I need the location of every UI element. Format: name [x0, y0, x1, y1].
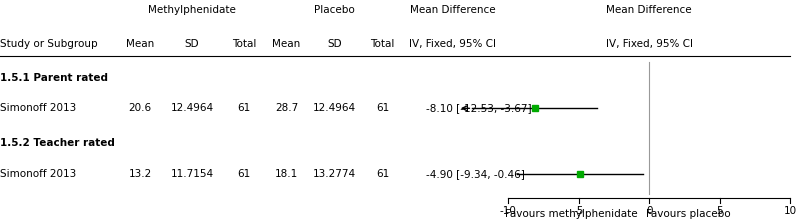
Text: Mean: Mean [126, 39, 154, 49]
Text: 18.1: 18.1 [274, 169, 298, 179]
Text: 0: 0 [646, 206, 653, 216]
Text: 61: 61 [376, 103, 389, 113]
Text: 61: 61 [238, 169, 250, 179]
Text: 1.5.2 Teacher rated: 1.5.2 Teacher rated [0, 138, 115, 148]
Text: Favours placebo: Favours placebo [646, 209, 731, 219]
Text: 11.7154: 11.7154 [170, 169, 214, 179]
Text: Study or Subgroup: Study or Subgroup [0, 39, 98, 49]
Text: -10: -10 [499, 206, 517, 216]
Text: 61: 61 [238, 103, 250, 113]
Text: IV, Fixed, 95% CI: IV, Fixed, 95% CI [410, 39, 496, 49]
Text: SD: SD [327, 39, 342, 49]
Text: Mean Difference: Mean Difference [410, 5, 496, 15]
Text: Simonoff 2013: Simonoff 2013 [0, 169, 76, 179]
Text: 1.5.1 Parent rated: 1.5.1 Parent rated [0, 73, 108, 83]
Text: Simonoff 2013: Simonoff 2013 [0, 103, 76, 113]
Text: -5: -5 [574, 206, 584, 216]
Text: 12.4964: 12.4964 [313, 103, 356, 113]
Text: 20.6: 20.6 [129, 103, 151, 113]
Text: Mean: Mean [272, 39, 301, 49]
Text: Total: Total [232, 39, 256, 49]
Text: -4.90 [-9.34, -0.46]: -4.90 [-9.34, -0.46] [426, 169, 526, 179]
Text: 61: 61 [376, 169, 389, 179]
Text: Total: Total [370, 39, 394, 49]
Text: 12.4964: 12.4964 [170, 103, 214, 113]
Text: 10: 10 [784, 206, 797, 216]
Text: Mean Difference: Mean Difference [606, 5, 692, 15]
Text: Placebo: Placebo [314, 5, 354, 15]
Text: 5: 5 [717, 206, 723, 216]
Text: -8.10 [-12.53, -3.67]: -8.10 [-12.53, -3.67] [426, 103, 532, 113]
Text: 13.2774: 13.2774 [313, 169, 356, 179]
Text: 28.7: 28.7 [274, 103, 298, 113]
Text: Favours methylphenidate: Favours methylphenidate [506, 209, 638, 219]
Text: IV, Fixed, 95% CI: IV, Fixed, 95% CI [606, 39, 693, 49]
Text: SD: SD [185, 39, 199, 49]
Text: Methylphenidate: Methylphenidate [148, 5, 236, 15]
Text: 13.2: 13.2 [128, 169, 152, 179]
